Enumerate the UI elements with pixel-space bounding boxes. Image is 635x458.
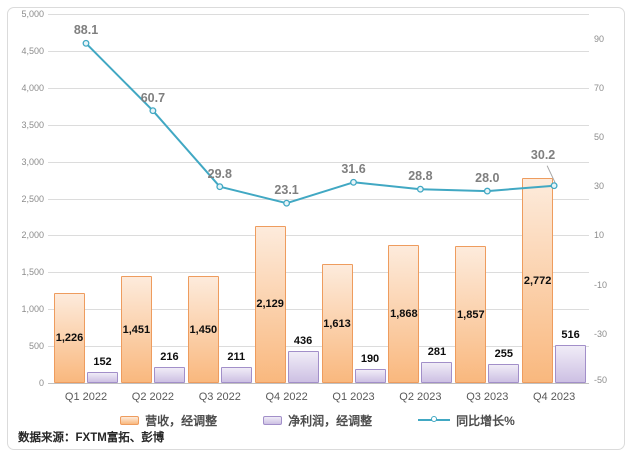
bar-revenue — [455, 246, 487, 383]
x-axis-category-label: Q4 2022 — [265, 391, 308, 403]
x-axis-category-label: Q1 2023 — [332, 391, 375, 403]
legend-item-revenue: 营收，经调整 — [120, 412, 217, 429]
bar-label-profit: 211 — [227, 351, 246, 364]
gridline — [48, 14, 589, 15]
bar-label-profit: 516 — [561, 328, 580, 341]
bar-profit — [287, 350, 319, 383]
gridline — [48, 309, 589, 311]
x-axis-category-label: Q4 2023 — [532, 391, 576, 403]
bar-revenue — [120, 275, 152, 383]
right-axis-tick-label: 10 — [594, 230, 605, 241]
line-data-label: 28.0 — [475, 171, 500, 186]
bar-revenue — [54, 292, 85, 383]
chart-legend: 营收，经调整 净利润，经调整 同比增长% — [0, 411, 635, 429]
gridline — [48, 161, 589, 163]
right-axis-tick-label: -50 — [594, 375, 608, 385]
growth-line-swatch-icon — [418, 416, 451, 424]
bar-label-profit: 255 — [494, 348, 513, 361]
line-data-label: 88.1 — [73, 23, 99, 38]
bar-label-revenue: 1,226 — [55, 331, 84, 344]
gridline — [48, 198, 589, 200]
bar-label-revenue: 1,450 — [189, 323, 218, 336]
right-axis-tick-label: -30 — [594, 328, 608, 339]
left-axis-tick-label: 2,000 — [21, 230, 44, 241]
x-axis-category-label: Q3 2023 — [466, 391, 509, 403]
right-axis-tick-label: 30 — [594, 181, 605, 192]
bar-revenue — [522, 178, 554, 383]
left-axis-tick-label: 3,000 — [21, 156, 44, 167]
profit-swatch-icon — [263, 415, 283, 425]
bar-revenue — [321, 264, 353, 383]
bar-label-profit: 436 — [293, 334, 313, 347]
left-axis-tick-label: 500 — [28, 341, 44, 352]
bar-revenue — [388, 245, 420, 383]
left-axis-tick-label: 2,500 — [21, 193, 44, 204]
right-axis-tick-label: 50 — [594, 132, 605, 142]
bar-revenue — [187, 276, 219, 383]
gridline — [48, 124, 589, 126]
right-axis-tick-label: -10 — [594, 279, 608, 290]
bar-label-revenue: 1,613 — [323, 317, 351, 330]
legend-label-growth: 同比增长% — [456, 413, 515, 428]
bar-profit — [220, 367, 252, 383]
bar-label-revenue: 1,857 — [457, 308, 485, 321]
left-axis-tick-label: 4,000 — [21, 82, 44, 93]
bar-label-profit: 216 — [160, 351, 179, 364]
bar-profit — [153, 367, 185, 383]
left-axis-tick-label: 1,000 — [21, 304, 44, 315]
line-data-label: 60.7 — [140, 90, 166, 105]
gridline — [48, 272, 589, 274]
x-axis-category-label: Q1 2022 — [64, 391, 108, 403]
bar-profit — [421, 362, 453, 383]
bar-label-profit: 152 — [93, 355, 112, 368]
gridline — [48, 383, 589, 384]
legend-item-profit: 净利润，经调整 — [263, 412, 372, 429]
bar-label-revenue: 1,868 — [390, 308, 418, 321]
bar-profit — [87, 371, 118, 383]
bar-profit — [488, 364, 520, 383]
left-axis-tick-label: 0 — [38, 378, 44, 388]
gridline — [48, 87, 589, 89]
gridline — [48, 346, 589, 348]
legend-label-revenue: 营收，经调整 — [145, 413, 218, 428]
bar-profit — [354, 369, 386, 383]
left-axis-tick-label: 4,500 — [21, 45, 44, 56]
right-axis-tick-label: 70 — [594, 82, 605, 93]
source-note: 数据来源：FXTM富拓、彭博 — [18, 432, 165, 444]
left-axis-tick-label: 3,500 — [21, 119, 44, 130]
gridline — [48, 50, 589, 52]
line-data-label: 23.1 — [274, 183, 299, 198]
line-data-label: 29.8 — [207, 166, 232, 181]
gridline — [48, 235, 589, 237]
x-axis-category-label: Q2 2022 — [131, 391, 174, 403]
left-axis-tick-label: 5,000 — [21, 9, 44, 19]
bar-label-revenue: 1,451 — [122, 323, 151, 336]
revenue-swatch-icon — [120, 415, 140, 425]
bar-profit — [555, 344, 587, 383]
bar-label-profit: 190 — [360, 353, 380, 365]
right-axis-tick-label: 90 — [594, 33, 605, 44]
bar-label-profit: 281 — [427, 346, 447, 359]
x-axis-category-label: Q2 2023 — [399, 391, 442, 403]
legend-label-profit: 净利润，经调整 — [288, 413, 373, 428]
bar-label-revenue: 2,772 — [523, 274, 552, 287]
line-data-label: 28.8 — [408, 169, 433, 184]
legend-item-growth: 同比增长% — [418, 412, 515, 429]
line-data-label: 30.2 — [530, 147, 556, 162]
x-axis-category-label: Q3 2022 — [198, 391, 241, 403]
line-data-label: 31.6 — [341, 162, 366, 177]
bar-label-revenue: 2,129 — [256, 298, 284, 311]
left-axis-tick-label: 1,500 — [21, 267, 44, 278]
bar-revenue — [254, 225, 286, 383]
